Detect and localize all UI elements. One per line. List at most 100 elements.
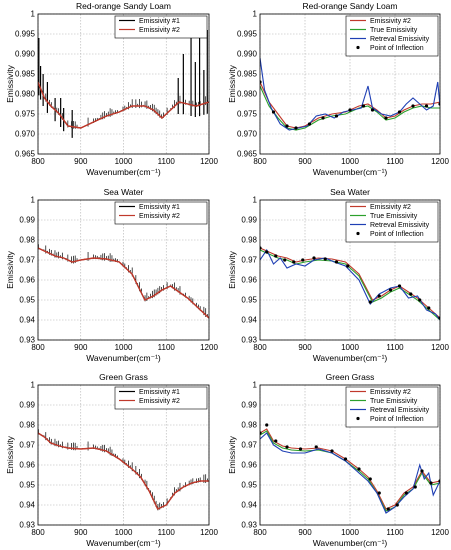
x-tick-label: 800: [253, 343, 267, 352]
inflection-point: [265, 423, 269, 427]
inflection-point: [420, 469, 424, 473]
legend: Emissivity #1 Emissivity #2: [114, 201, 208, 225]
x-tick-label: 1000: [115, 528, 133, 537]
chart-panel-2: 0.965 0.970 0.975 0.980 0.985 0.990 0.995 1 800 9…: [227, 1, 449, 177]
inflection-point: [271, 110, 276, 114]
x-tick-label: 800: [31, 528, 45, 537]
inflection-point: [274, 254, 278, 258]
y-tick-label: 0.99: [19, 401, 35, 410]
series-line-retreval-emissivity: [260, 57, 440, 131]
x-axis-label: Wavenumber(cm⁻¹): [313, 353, 388, 363]
legend-entry: Retreval Emissivity: [370, 407, 430, 414]
inflection-point: [377, 491, 381, 495]
legend-entry: Emissivity #2: [370, 204, 411, 211]
y-tick-label: 0.990: [15, 50, 36, 59]
inflection-point: [386, 507, 390, 511]
legend-entry: Emissivity #1: [139, 389, 180, 396]
inflection-point: [330, 449, 334, 453]
legend-marker: [356, 45, 360, 50]
inflection-point: [294, 126, 298, 130]
y-tick-label: 0.95: [241, 296, 257, 305]
inflection-point: [397, 110, 402, 114]
inflection-point: [334, 114, 339, 118]
inflection-point: [418, 298, 422, 302]
inflection-point: [292, 260, 296, 264]
y-tick-label: 0.995: [15, 30, 36, 39]
x-axis-label: Wavenumber(cm⁻¹): [86, 353, 161, 363]
y-tick-label: 0.95: [19, 296, 35, 305]
legend-entry: Point of Inflection: [370, 416, 424, 423]
inflection-point: [323, 257, 327, 261]
x-tick-label: 1100: [386, 343, 404, 352]
chart-title: Green Grass: [326, 372, 375, 382]
series-group: [38, 429, 209, 511]
y-tick-label: 0.98: [19, 236, 35, 245]
x-tick-label: 900: [298, 343, 312, 352]
inflection-point: [334, 260, 339, 264]
inflection-point: [357, 467, 361, 471]
x-axis-label: Wavenumber(cm⁻¹): [86, 538, 161, 548]
y-axis-label: Emissivity: [5, 250, 15, 289]
x-tick-label: 1000: [115, 157, 133, 166]
legend-entry: Emissivity #2: [139, 213, 180, 220]
x-tick-label: 1200: [431, 343, 449, 352]
x-axis-label: Wavenumber(cm⁻¹): [313, 167, 388, 177]
y-tick-label: 0.96: [19, 276, 35, 285]
legend-entry: Emissivity #2: [139, 27, 180, 34]
y-tick-label: 0.965: [15, 150, 36, 159]
y-tick-label: 0.99: [241, 401, 257, 410]
inflection-point: [314, 445, 318, 449]
series-group: [260, 57, 440, 131]
series-group: [38, 30, 209, 138]
y-tick-label: 0.97: [241, 256, 257, 265]
series-group: [260, 246, 440, 321]
inflection-point: [283, 258, 287, 262]
series-group: [38, 244, 209, 319]
chart-title: Red-orange Sandy Loam: [303, 1, 398, 11]
series-line-overlay: [38, 432, 209, 510]
x-tick-label: 1200: [200, 343, 218, 352]
series-line-overlay: [38, 247, 209, 319]
inflection-point: [395, 503, 399, 507]
y-tick-label: 1: [31, 381, 36, 390]
x-tick-label: 1200: [200, 157, 218, 166]
x-tick-label: 1100: [158, 528, 176, 537]
inflection-point: [411, 104, 415, 108]
legend-entry: Retreval Emissivity: [370, 222, 430, 229]
inflection-point: [265, 250, 269, 254]
legend-entry: Emissivity #1: [139, 18, 180, 25]
inflection-point: [388, 288, 393, 292]
y-tick-label: 0.985: [237, 70, 258, 79]
series-line-retreval-emissivity: [260, 248, 440, 321]
legend: Emissivity #1 Emissivity #2: [114, 386, 208, 410]
inflection-point: [368, 300, 372, 304]
inflection-point: [312, 256, 316, 260]
y-axis-label: Emissivity: [227, 64, 237, 103]
y-axis-label: Emissivity: [5, 435, 15, 474]
y-tick-label: 1: [31, 10, 36, 19]
y-tick-label: 0.93: [241, 336, 257, 345]
legend-entry: Emissivity #2: [370, 389, 411, 396]
legend-box: [114, 15, 208, 39]
chart-title: Red-orange Sandy Loam: [76, 1, 171, 11]
chart-panel-1: 0.965 0.970 0.975 0.980 0.985 0.990 0.995 1 800 9…: [5, 1, 218, 177]
y-tick-label: 0.93: [19, 521, 35, 530]
x-tick-label: 1000: [341, 528, 359, 537]
y-tick-label: 0.96: [241, 461, 257, 470]
series-line-overlay: [38, 81, 209, 129]
legend-entry: Emissivity #2: [370, 18, 411, 25]
y-tick-label: 0.94: [241, 316, 257, 325]
y-tick-label: 1: [253, 381, 258, 390]
inflection-point: [307, 122, 312, 126]
y-tick-label: 1: [253, 196, 258, 205]
y-axis-label: Emissivity: [227, 250, 237, 289]
y-tick-label: 0.965: [237, 150, 258, 159]
inflection-point: [413, 485, 417, 489]
axes-frame: [37, 384, 210, 526]
legend: Emissivity #2 True Emissivity Retreval Emi…: [345, 386, 439, 428]
y-tick-label: 0.98: [19, 421, 35, 430]
inflection-point: [427, 306, 431, 310]
chart-title: Sea Water: [330, 187, 370, 197]
y-tick-label: 1: [31, 196, 36, 205]
y-tick-label: 0.95: [241, 481, 257, 490]
